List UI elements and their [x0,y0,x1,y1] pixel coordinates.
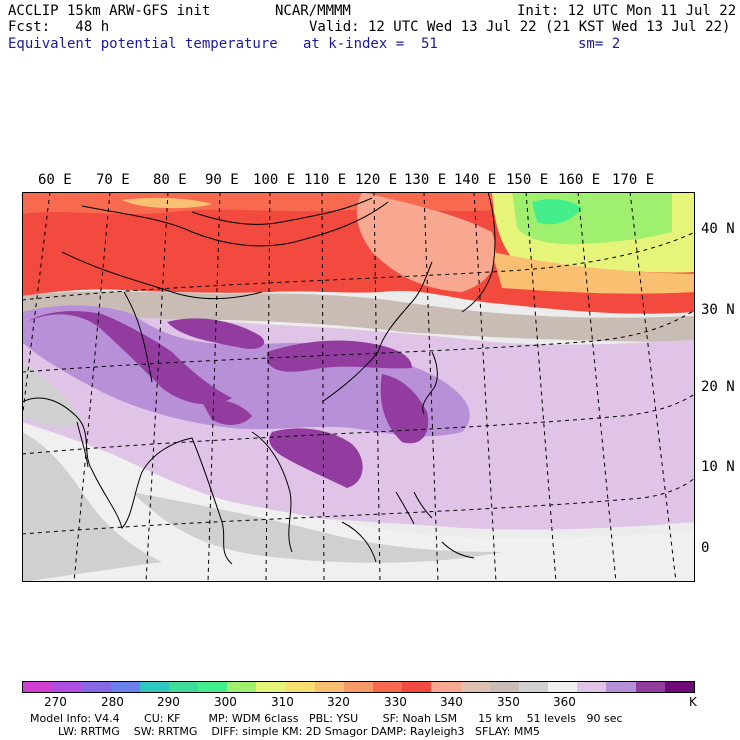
color-bar-segment [256,682,286,692]
theta-e-map [22,192,695,582]
color-bar-label: 340 [440,695,463,709]
lon-label: 70 E [96,172,130,188]
org-label: NCAR/MMMM [275,3,351,19]
color-bar-segment [373,682,403,692]
lon-label: 110 E [304,172,347,188]
color-bar-segment [343,682,374,692]
smoothing-label: sm= 2 [578,36,621,52]
color-bar-segment [23,682,53,692]
lon-label: 140 E [454,172,497,188]
field-name: Equivalent potential temperature [8,36,278,52]
lon-label: 150 E [506,172,549,188]
color-bar-segment [314,682,344,692]
lon-label: 160 E [558,172,601,188]
color-bar-label: 350 [497,695,520,709]
color-bar-segment [664,682,694,692]
color-bar-segment [577,682,607,692]
color-bar-label: K [689,695,697,709]
color-bar-segment [548,682,578,692]
color-bar-segment [489,682,519,692]
footer-model-info: Model Info: V4.4 CU: KF MP: WDM 6class P… [30,712,623,725]
forecast-hour: Fcst: 48 h [8,19,110,35]
color-bar-label: 300 [214,695,237,709]
color-bar-segment [139,682,169,692]
model-title: ACCLIP 15km ARW-GFS init [8,3,211,19]
lon-label: 170 E [612,172,655,188]
lat-label: 20 N [701,379,735,395]
color-bar [22,681,695,693]
lat-label: 30 N [701,302,735,318]
color-bar-label: 290 [157,695,180,709]
color-bar-segment [606,682,636,692]
lon-label: 100 E [253,172,296,188]
level-label: at k-index = 51 [303,36,438,52]
lon-label: 80 E [153,172,187,188]
valid-time: Valid: 12 UTC Wed 13 Jul 22 (21 KST Wed … [309,19,731,35]
lat-label: 10 N [701,459,735,475]
color-bar-label: 320 [327,695,350,709]
color-bar-segment [635,682,665,692]
color-bar-segment [168,682,199,692]
lon-label: 120 E [355,172,398,188]
color-bar-segment [402,682,432,692]
color-bar-segment [81,682,111,692]
color-bar-segment [518,682,549,692]
lon-label: 130 E [404,172,447,188]
init-time: Init: 12 UTC Mon 11 Jul 22 [517,3,737,19]
color-bar-segment [198,682,228,692]
color-bar-label: 270 [44,695,67,709]
lat-label: 40 N [701,221,735,237]
color-bar-label: 360 [553,695,576,709]
lat-label: 0 [701,540,710,556]
color-bar-segment [110,682,140,692]
color-bar-segment [460,682,490,692]
lon-label: 60 E [38,172,72,188]
color-bar-label: 280 [101,695,124,709]
lon-label: 90 E [205,172,239,188]
color-bar-segment [52,682,82,692]
footer-physics-info: LW: RRTMG SW: RRTMG DIFF: simple KM: 2D … [30,725,540,738]
color-bar-segment [285,682,315,692]
color-bar-label: 330 [384,695,407,709]
color-bar-label: 310 [271,695,294,709]
color-bar-segment [431,682,461,692]
color-bar-segment [227,682,257,692]
